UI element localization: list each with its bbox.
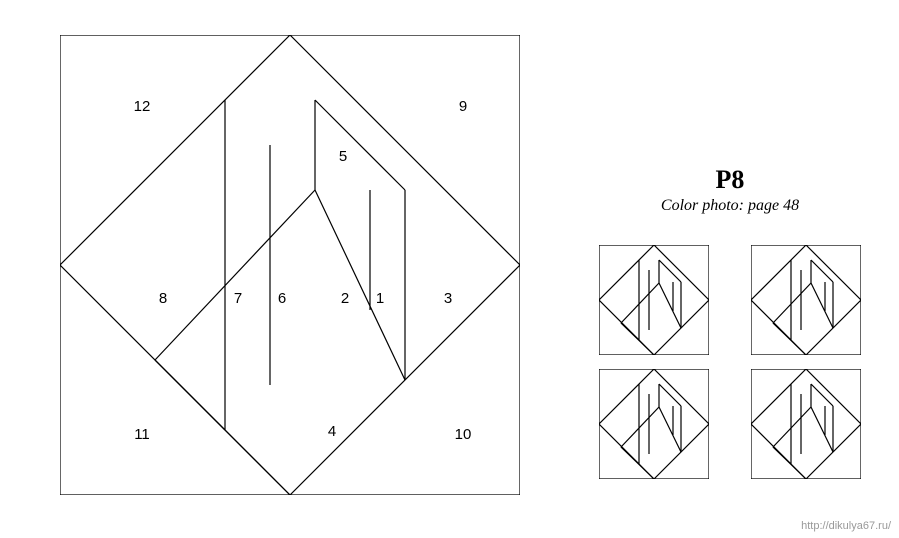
thumbnail-grid <box>590 245 870 479</box>
svg-text:5: 5 <box>339 148 347 165</box>
svg-text:7: 7 <box>234 290 242 307</box>
main-diagram: 12 9 11 10 8 7 6 5 2 1 3 4 <box>60 35 520 500</box>
svg-text:6: 6 <box>278 290 286 307</box>
thumbnail-3 <box>599 369 709 479</box>
thumbnail-2 <box>751 245 861 355</box>
svg-text:1: 1 <box>376 290 384 307</box>
svg-text:8: 8 <box>159 290 167 307</box>
watermark: http://dikulya67.ru/ <box>801 520 891 532</box>
svg-text:2: 2 <box>341 290 349 307</box>
svg-text:3: 3 <box>444 290 452 307</box>
svg-text:12: 12 <box>134 98 151 115</box>
thumbnail-4 <box>751 369 861 479</box>
svg-text:10: 10 <box>455 426 472 443</box>
svg-text:9: 9 <box>459 98 467 115</box>
diagram-subtitle: Color photo: page 48 <box>590 197 870 215</box>
thumbnail-1 <box>599 245 709 355</box>
svg-text:11: 11 <box>134 426 150 443</box>
svg-text:4: 4 <box>328 423 336 440</box>
main-block-svg: 12 9 11 10 8 7 6 5 2 1 3 4 <box>60 35 520 495</box>
side-panel: P8 Color photo: page 48 <box>590 165 870 479</box>
diagram-title: P8 <box>590 165 870 195</box>
